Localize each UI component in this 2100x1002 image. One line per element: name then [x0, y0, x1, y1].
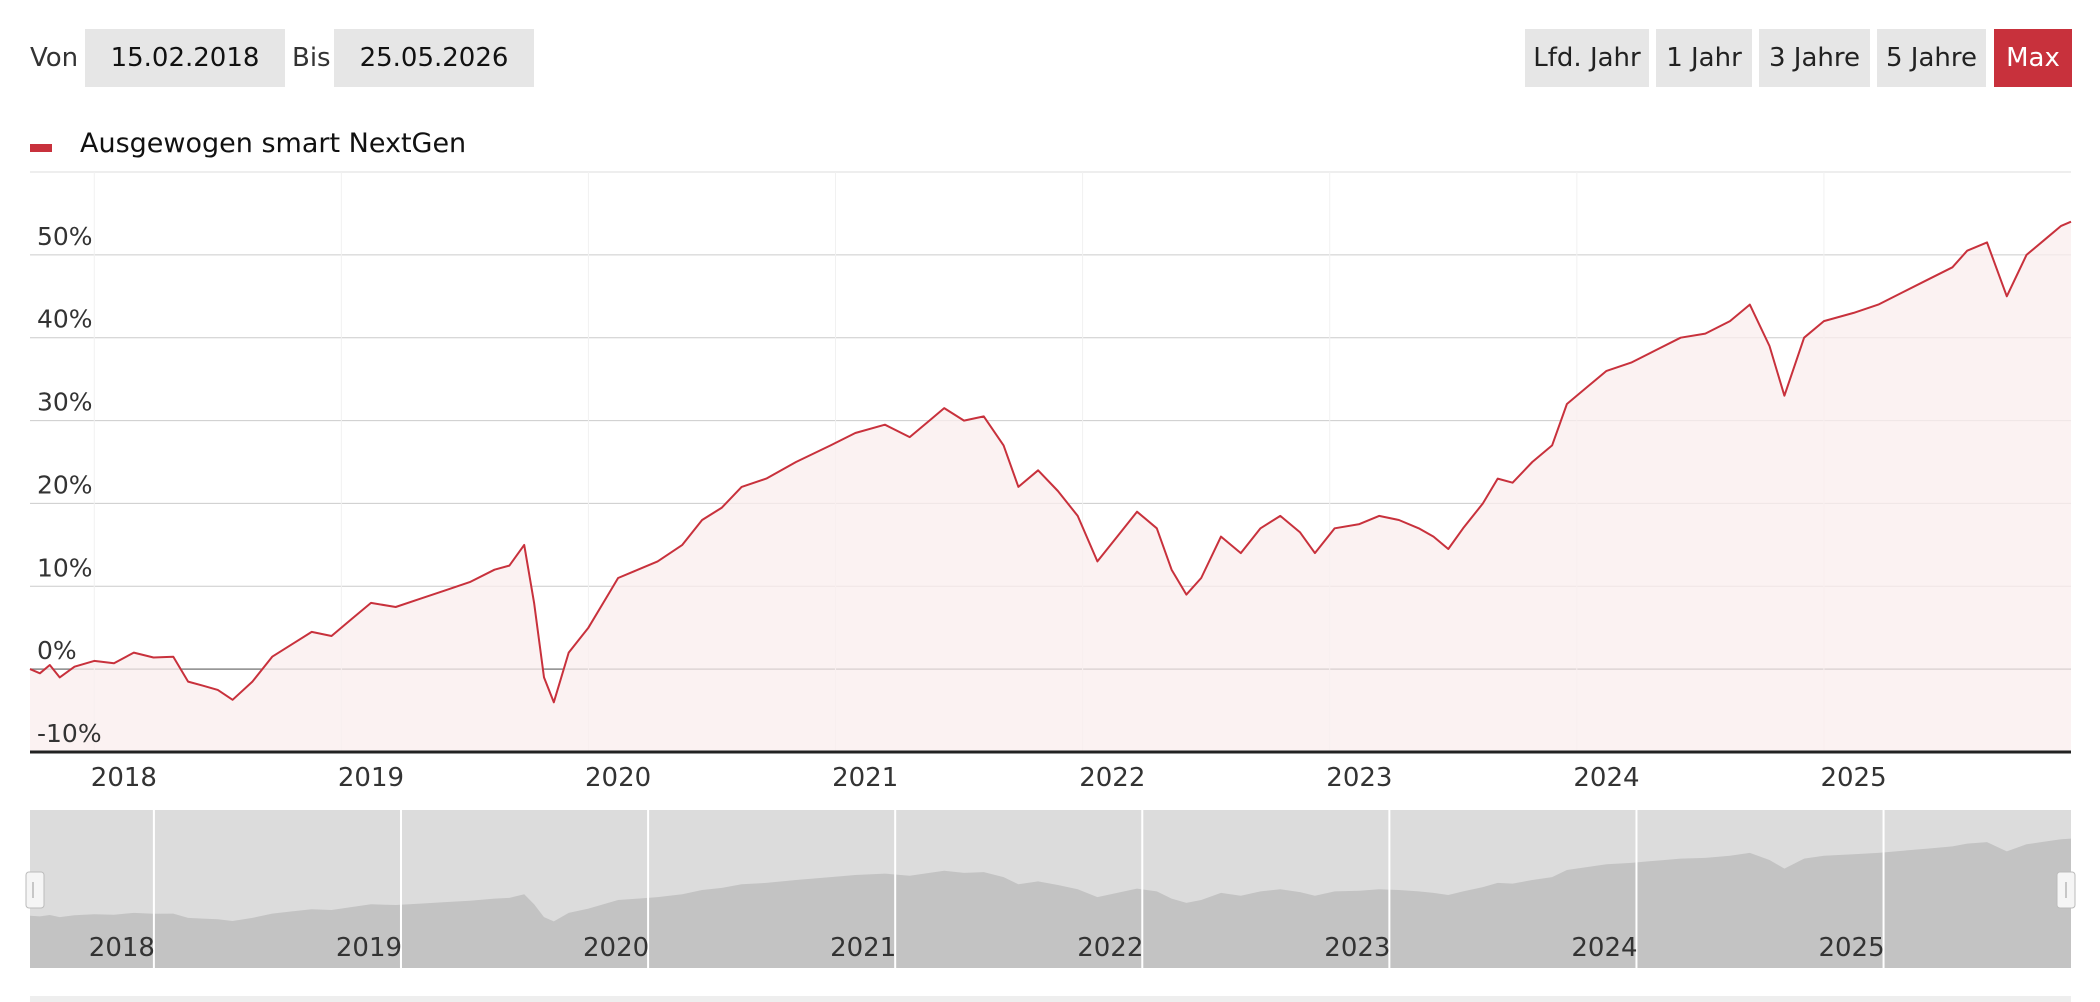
range-navigator[interactable]: 2018 2019 2020 2021 2022 2023 2024 2025: [25, 810, 2076, 1002]
navigator-left-handle[interactable]: [25, 871, 45, 909]
range-button-lfd-jahr[interactable]: Lfd. Jahr: [1525, 29, 1649, 87]
legend-swatch: [30, 144, 52, 152]
y-axis-ticks: 50% 40% 30% 20% 10% 0% -10%: [37, 222, 102, 748]
navigator-year-label: 2025: [1818, 933, 1884, 963]
x-tick-label: 2023: [1326, 763, 1392, 793]
x-tick-label: 2018: [91, 763, 157, 793]
navigator-scrollbar[interactable]: [30, 996, 2071, 1002]
legend-series-label: Ausgewogen smart NextGen: [80, 128, 467, 159]
navigator-year-label: 2022: [1077, 933, 1143, 963]
from-date-input[interactable]: 15.02.2018: [85, 29, 285, 87]
y-tick-label: 20%: [37, 470, 93, 499]
series-line: [29, 220, 2072, 704]
range-button-5-jahre[interactable]: 5 Jahre: [1877, 29, 1986, 87]
from-label: Von: [30, 43, 79, 73]
y-tick-label: 10%: [37, 553, 93, 582]
navigator-year-label: 2020: [583, 933, 649, 963]
navigator-area: [30, 838, 2071, 968]
x-axis-ticks: 2018 2019 2020 2021 2022 2023 2024 2025: [91, 763, 1887, 793]
y-tick-label: 30%: [37, 388, 93, 417]
range-button-max[interactable]: Max: [1994, 29, 2072, 87]
y-tick-label: 40%: [37, 305, 93, 334]
navigator-year-label: 2021: [830, 933, 896, 963]
x-tick-label: 2019: [338, 763, 404, 793]
to-date-input[interactable]: 25.05.2026: [334, 29, 534, 87]
to-label: Bis: [292, 43, 331, 73]
x-tick-label: 2020: [585, 763, 651, 793]
range-button-3-jahre[interactable]: 3 Jahre: [1759, 29, 1870, 87]
series-area: [30, 221, 2071, 752]
x-tick-label: 2022: [1079, 763, 1145, 793]
x-tick-label: 2024: [1573, 763, 1639, 793]
y-tick-label: 0%: [37, 636, 77, 665]
y-tick-label: 50%: [37, 222, 93, 251]
navigator-year-label: 2024: [1571, 933, 1637, 963]
x-tick-label: 2025: [1820, 763, 1886, 793]
navigator-year-label: 2019: [336, 933, 402, 963]
range-button-1-jahr[interactable]: 1 Jahr: [1656, 29, 1752, 87]
y-tick-label: -10%: [37, 719, 102, 748]
navigator-year-label: 2023: [1324, 933, 1390, 963]
x-tick-label: 2021: [832, 763, 898, 793]
navigator-year-label: 2018: [89, 933, 155, 963]
date-range-toolbar: Von 15.02.2018 Bis 25.05.2026 Lfd. Jahr …: [30, 29, 2072, 87]
